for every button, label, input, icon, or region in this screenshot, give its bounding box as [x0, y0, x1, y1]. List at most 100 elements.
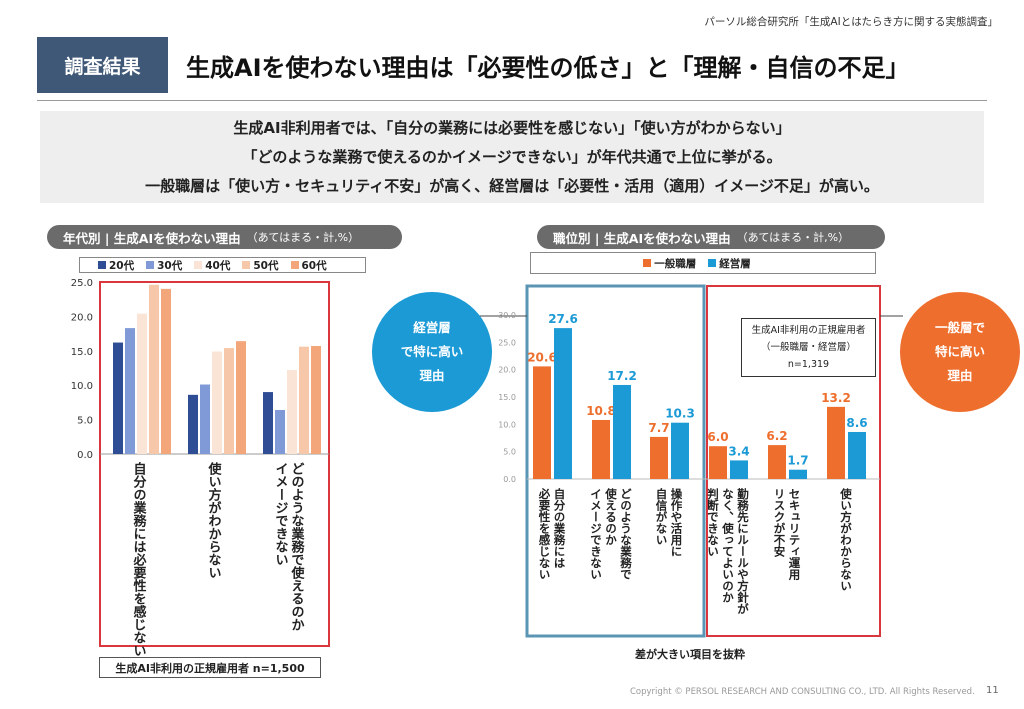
bar-30代 [200, 384, 210, 454]
left-highlight-box [99, 281, 330, 647]
bar-一般職層 [533, 366, 551, 479]
data-label: 17.2 [607, 369, 637, 383]
summary-line-1: 生成AI非利用者では、「自分の業務には必要性を感じない」「使い方がわからない」 [233, 119, 791, 137]
bar-20代 [263, 392, 273, 454]
bar-30代 [275, 409, 285, 454]
legend-swatch [194, 261, 203, 269]
summary-line-3: 一般職層は「使い方・セキュリティ不安」が高く、経営層は「必要性・活用（適用）イメ… [145, 177, 879, 195]
legend-swatch [290, 261, 299, 269]
y-tick-label: 20.0 [498, 366, 516, 375]
y-tick-label: 25.0 [498, 338, 516, 347]
right-excerpt-note: 差が大きい項目を抜粋 [635, 648, 745, 661]
bar-40代 [137, 313, 147, 454]
y-tick-label: 30.0 [498, 311, 516, 320]
legend-item: 一般職層 [643, 256, 696, 271]
y-tick-label: 25.0 [71, 278, 93, 289]
bar-60代 [236, 341, 246, 454]
copyright: Copyright © PERSOL RESEARCH AND CONSULTI… [630, 687, 975, 697]
right-chart-title-text: 職位別 | 生成AIを使わない理由 [553, 230, 731, 246]
legend-label: 一般職層 [654, 257, 697, 270]
legend-item: 30代 [146, 258, 182, 273]
y-tick-label: 15.0 [71, 347, 93, 358]
bar-一般職層 [709, 446, 727, 479]
data-label: 8.6 [846, 416, 867, 430]
left-chart-title-unit: （あてはまる・計,%） [246, 231, 360, 244]
summary-line-2: 「どのような業務で使えるのかイメージできない」が年代共通で上位に挙がる。 [242, 148, 782, 166]
section-badge: 調査結果 [37, 37, 168, 93]
legend-item: 経営層 [708, 256, 751, 271]
category-label: 使い方がわからない [839, 487, 853, 591]
data-label: 6.2 [766, 429, 787, 443]
category-label: 使えるのか [604, 487, 618, 545]
category-label: 操作や活用に [670, 487, 684, 557]
right-chart-title: 職位別 | 生成AIを使わない理由 （あてはまる・計,%） [537, 225, 885, 249]
bar-経営層 [730, 460, 748, 479]
bar-20代 [188, 394, 198, 454]
category-label: どのような業務で [619, 488, 633, 580]
category-label: セキュリティ運用 [788, 488, 802, 581]
data-label: 10.8 [586, 404, 616, 418]
bar-経営層 [789, 469, 807, 479]
left-chart-title-text: 年代別 | 生成AIを使わない理由 [63, 230, 241, 246]
category-label: 自分の業務には [553, 487, 567, 568]
category-label: 判断できない [706, 487, 720, 557]
legend-swatch [643, 259, 652, 267]
data-label: 13.2 [821, 391, 851, 405]
data-label: 1.7 [787, 454, 808, 468]
bar-経営層 [671, 422, 689, 479]
y-tick-label: 10.0 [498, 420, 516, 429]
category-label: リスクが不安 [773, 488, 787, 558]
legend-label: 40代 [205, 259, 231, 272]
data-label: 27.6 [548, 312, 578, 326]
legend-item: 20代 [98, 258, 134, 273]
general-highlight-box [706, 285, 881, 637]
category-label: イメージできない [589, 488, 603, 580]
bar-40代 [287, 370, 297, 454]
bar-50代 [224, 348, 234, 454]
bar-経営層 [613, 384, 631, 479]
left-chart-title: 年代別 | 生成AIを使わない理由 （あてはまる・計,%） [47, 225, 402, 249]
category-label: 自分の業務には必要性を感じない [131, 461, 148, 657]
y-tick-label: 0.0 [77, 450, 93, 461]
callout-line-2: （一般職層・経営層） [760, 342, 856, 353]
general-highlight-circle: 一般層で 特に高い 理由 [900, 292, 1020, 412]
bar-50代 [299, 346, 309, 454]
callout-line-3: n=1,319 [787, 359, 830, 370]
category-label: イメージできない [273, 462, 289, 566]
y-tick-label: 5.0 [503, 448, 516, 457]
y-tick-label: 5.0 [77, 416, 93, 427]
data-label: 6.0 [707, 430, 728, 444]
circle-right-line-3: 理由 [947, 368, 973, 383]
category-label: 自信がない [655, 487, 669, 545]
bar-経営層 [554, 328, 572, 479]
legend-item: 40代 [194, 258, 230, 273]
title-divider [37, 100, 987, 101]
bar-60代 [161, 288, 171, 454]
bar-一般職層 [592, 419, 610, 479]
bar-一般職層 [650, 436, 668, 479]
circle-left-line-3: 理由 [419, 368, 445, 383]
circle-left-line-1: 経営層 [413, 320, 451, 335]
y-tick-label: 20.0 [71, 312, 93, 323]
executive-highlight-box [525, 284, 706, 638]
y-tick-label: 10.0 [71, 381, 93, 392]
legend-swatch [98, 261, 106, 269]
legend-label: 50代 [253, 259, 279, 272]
bar-50代 [149, 284, 159, 454]
sample-callout: 生成AI非利用の正規雇用者 （一般職層・経営層） n=1,319 [741, 318, 876, 377]
category-label: 必要性を感じない [538, 487, 552, 580]
y-tick-label: 15.0 [498, 393, 516, 402]
right-chart-legend: 一般職層 経営層 [530, 252, 876, 274]
circle-right-line-1: 一般層で [934, 320, 985, 335]
data-label: 20.6 [527, 350, 557, 364]
circle-right-line-2: 特に高い [934, 344, 985, 359]
source-caption: パーソル総合研究所「生成AIとはたらき方に関する実態調査」 [704, 16, 998, 28]
bar-経営層 [848, 431, 866, 479]
legend-label: 60代 [301, 259, 327, 272]
left-sample-note: 生成AI非利用の正規雇用者 n=1,500 [99, 657, 321, 678]
y-tick-label: 0.0 [503, 475, 516, 484]
legend-item: 60代 [290, 258, 327, 273]
data-label: 7.7 [648, 421, 669, 435]
bar-一般職層 [827, 406, 845, 479]
